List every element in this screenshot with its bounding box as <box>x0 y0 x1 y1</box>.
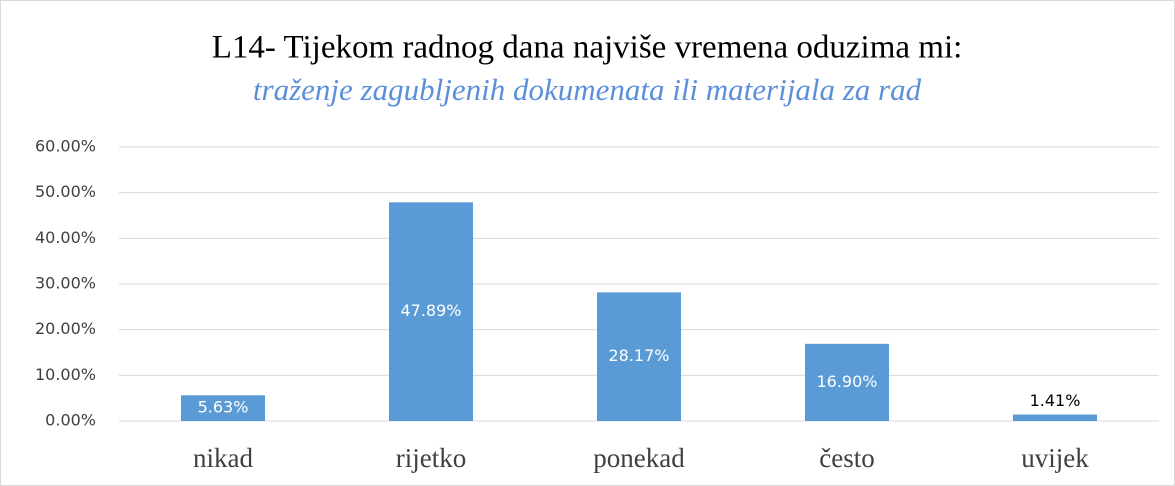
bar <box>181 395 265 421</box>
y-tick-label: 40.00% <box>35 228 96 247</box>
y-tick-label: 60.00% <box>35 137 96 156</box>
bar <box>1013 414 1097 421</box>
data-label: 5.63% <box>198 398 249 417</box>
y-tick-label: 50.00% <box>35 182 96 201</box>
data-label: 28.17% <box>608 346 669 365</box>
y-tick-label: 10.00% <box>35 365 96 384</box>
y-tick-label: 0.00% <box>45 411 96 430</box>
y-tick-label: 30.00% <box>35 274 96 293</box>
x-tick-label: često <box>819 443 874 473</box>
bar <box>389 202 473 421</box>
data-label: 16.90% <box>816 372 877 391</box>
data-label: 1.41% <box>1030 391 1081 410</box>
data-label: 47.89% <box>400 301 461 320</box>
y-tick-label: 20.00% <box>35 319 96 338</box>
x-tick-label: ponekad <box>593 443 685 473</box>
bar <box>597 292 681 421</box>
chart-title: L14- Tijekom radnog dana najviše vremena… <box>212 30 963 66</box>
bar <box>805 343 889 421</box>
x-tick-label: nikad <box>193 443 253 473</box>
x-tick-label: rijetko <box>396 443 466 473</box>
chart-subtitle: traženje zagubljenih dokumenata ili mate… <box>253 72 922 107</box>
x-tick-label: uvijek <box>1021 443 1089 473</box>
